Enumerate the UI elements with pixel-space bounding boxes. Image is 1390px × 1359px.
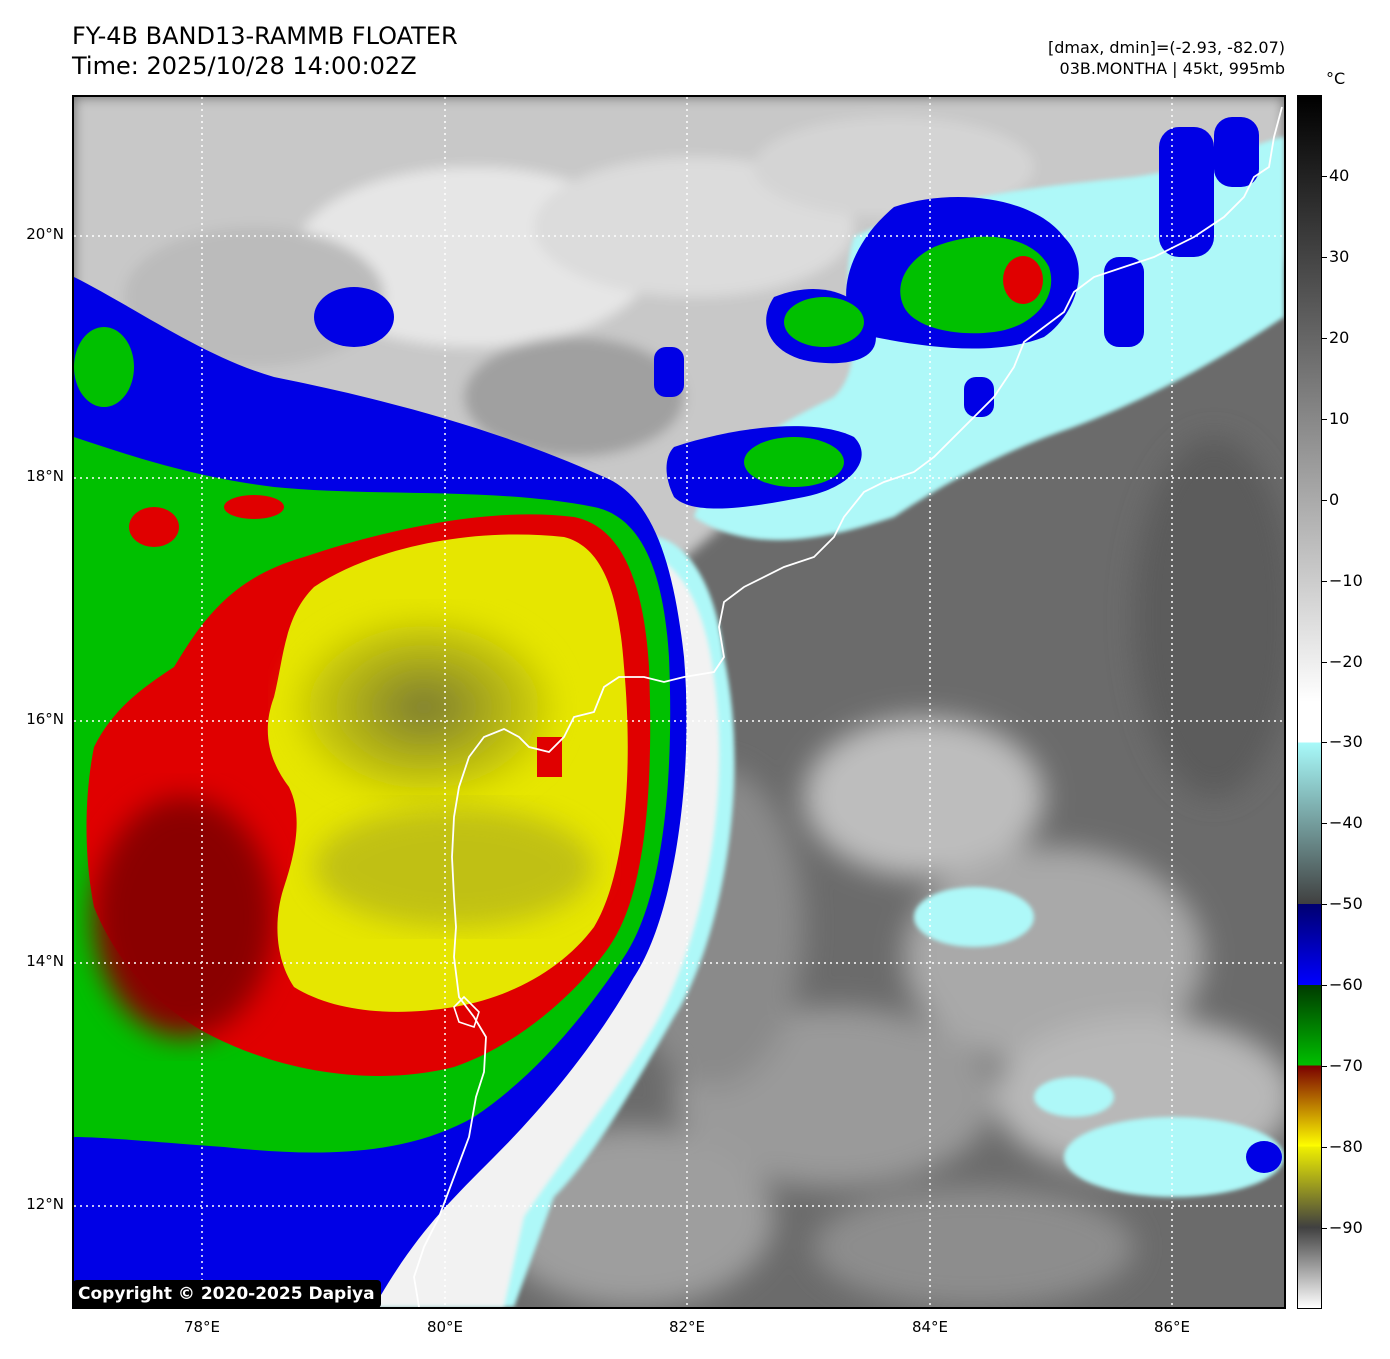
lon-label-82e: 82°E	[668, 1318, 706, 1336]
coastline-lake	[453, 995, 480, 1029]
colorbar-unit: °C	[1326, 69, 1346, 88]
coastline	[413, 106, 1283, 1307]
colorbar-tick	[1322, 985, 1327, 987]
colorbar-tick	[1322, 661, 1327, 663]
colorbar-tick-label: −10	[1329, 570, 1363, 590]
colorbar-tick-label: −50	[1329, 894, 1363, 914]
colorbar-tick-label: −90	[1329, 1218, 1363, 1238]
colorbar-tick	[1322, 823, 1327, 825]
lat-label-16n: 16°N	[26, 710, 64, 728]
northwest-convection	[74, 287, 394, 547]
colorbar-tick-label: −40	[1329, 813, 1363, 833]
colorbar-tick-label: −80	[1329, 1137, 1363, 1157]
lon-label-78e: 78°E	[183, 1318, 221, 1336]
colorbar-tick-label: 30	[1329, 246, 1350, 266]
colorbar	[1297, 95, 1322, 1309]
core-texture	[314, 807, 594, 927]
colorbar-tick-label: −60	[1329, 975, 1363, 995]
lon-label-80e: 80°E	[426, 1318, 464, 1336]
lat-label-14n: 14°N	[26, 952, 64, 970]
colorbar-tick-label: 0	[1329, 489, 1340, 509]
colorbar-tick-label: −30	[1329, 732, 1363, 752]
chart-title: FY-4B BAND13-RAMMB FLOATER	[72, 22, 458, 50]
lat-label-20n: 20°N	[26, 225, 64, 243]
storm-info: 03B.MONTHA | 45kt, 995mb	[1059, 59, 1285, 78]
lat-label-12n: 12°N	[26, 1195, 64, 1213]
colorbar-tick	[1322, 904, 1327, 906]
colorbar-tick-label: −20	[1329, 651, 1363, 671]
lon-label-84e: 84°E	[911, 1318, 949, 1336]
colorbar-tick	[1322, 418, 1327, 420]
dark-core-shading	[294, 617, 554, 797]
colorbar-tick-label: 40	[1329, 165, 1350, 185]
colorbar-tick	[1322, 175, 1327, 177]
northern-cloud-band	[74, 97, 1284, 567]
northeast-convection	[654, 117, 1282, 1173]
graticule	[74, 97, 1284, 1307]
dark-red-shading	[94, 797, 274, 1037]
lat-label-18n: 18°N	[26, 467, 64, 485]
colorbar-tick	[1322, 580, 1327, 582]
colorbar-tick	[1322, 1147, 1327, 1149]
colorbar-tick-label: 20	[1329, 327, 1350, 347]
colorbar-tick-label: 10	[1329, 408, 1350, 428]
colorbar-tick	[1322, 1228, 1327, 1230]
lon-label-86e: 86°E	[1153, 1318, 1191, 1336]
colorbar-tick	[1322, 499, 1327, 501]
colorbar-tick	[1322, 337, 1327, 339]
colorbar-tick	[1322, 256, 1327, 258]
data-range-info: [dmax, dmin]=(-2.93, -82.07)	[1047, 38, 1285, 57]
colorbar-tick	[1322, 742, 1327, 744]
colorbar-tick-label: −70	[1329, 1056, 1363, 1076]
satellite-map	[72, 95, 1286, 1309]
ir-imagery	[74, 97, 1284, 1307]
colorbar-tick	[1322, 1066, 1327, 1068]
copyright-notice: Copyright © 2020-2025 Dapiya	[73, 1280, 381, 1308]
timestamp: Time: 2025/10/28 14:00:02Z	[72, 52, 417, 80]
